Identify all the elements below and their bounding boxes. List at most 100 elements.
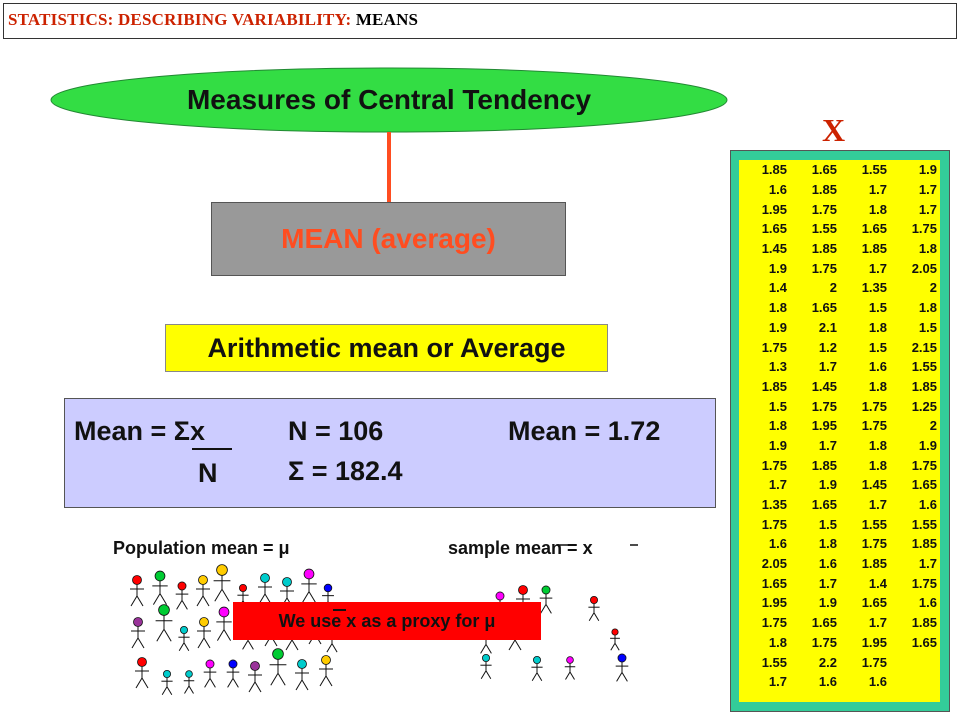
table-cell: 1.95	[761, 595, 787, 611]
table-row: 1.75 1.5 1.55 1.55	[739, 514, 939, 534]
table-cell: 1.5	[768, 398, 787, 414]
table-cell: 1.7	[768, 674, 787, 690]
table-cell: 1.65	[911, 634, 937, 650]
stick-figure	[269, 648, 287, 686]
table-row: 1.9 1.7 1.8 1.9	[739, 436, 939, 456]
table-row: 1.95 1.9 1.65 1.6	[739, 593, 939, 613]
table-cell: 1.6	[768, 182, 787, 198]
table-row: 1.85 1.45 1.8 1.85	[739, 377, 939, 397]
table-row: 1.75 1.85 1.8 1.75	[739, 455, 939, 475]
data-table: 1.85 1.65 1.55 1.9 1.6 1.85 1.7 1.7 1.95 1.75 1.8 1…	[739, 160, 939, 692]
table-row: 1.65 1.55 1.65 1.75	[739, 219, 939, 239]
table-cell: 1.8	[868, 457, 887, 473]
table-cell: 1.85	[911, 378, 937, 394]
table-cell: 1.6	[918, 595, 937, 611]
stick-figure	[130, 575, 144, 607]
table-row: 1.45 1.85 1.85 1.8	[739, 239, 939, 259]
table-cell: 1.85	[861, 241, 887, 257]
table-row: 1.6 1.8 1.75 1.85	[739, 534, 939, 554]
table-cell: 1.8	[768, 418, 787, 434]
table-cell: 1.65	[811, 300, 837, 316]
table-row: 1.95 1.75 1.8 1.7	[739, 199, 939, 219]
table-cell: 1.8	[918, 241, 937, 257]
table-cell: 1.65	[761, 221, 787, 237]
table-cell: 1.85	[861, 556, 887, 572]
table-cell: 1.7	[918, 556, 937, 572]
table-cell: 2.05	[761, 556, 787, 572]
table-cell: 1.7	[918, 201, 937, 217]
table-cell: 1.65	[761, 575, 787, 591]
table-cell: 1.5	[868, 339, 887, 355]
table-cell: 1.65	[911, 477, 937, 493]
table-cell: 1.65	[811, 162, 837, 178]
table-cell: 1.55	[811, 221, 837, 237]
table-cell: 1.95	[861, 634, 887, 650]
table-cell: 1.75	[911, 575, 937, 591]
stick-figure	[135, 657, 149, 689]
table-cell: 1.75	[761, 457, 787, 473]
population-mean-label: Population mean = μ	[113, 538, 290, 558]
stick-figure	[531, 656, 543, 682]
table-cell: 1.4	[868, 575, 887, 591]
table-row: 1.75 1.2 1.5 2.15	[739, 337, 939, 357]
table-cell: 1.65	[861, 221, 887, 237]
arithmetic-mean-label: Arithmetic mean or Average	[207, 332, 566, 363]
table-cell: 1.2	[818, 339, 837, 355]
table-cell: 2.05	[911, 260, 937, 276]
stick-figure	[197, 617, 211, 649]
stick-figure	[588, 596, 600, 622]
table-cell: 1.9	[768, 319, 787, 335]
table-cell: 1.9	[818, 595, 837, 611]
table-cell: 1.8	[868, 319, 887, 335]
table-row: 1.6 1.85 1.7 1.7	[739, 180, 939, 200]
table-row: 1.9 2.1 1.8 1.5	[739, 318, 939, 338]
table-cell: 1.6	[868, 674, 887, 690]
stick-figure	[203, 659, 217, 688]
stick-figure	[226, 659, 240, 688]
sigma-value: Σ = 182.4	[288, 456, 403, 486]
stick-figure	[295, 659, 309, 691]
table-cell: 1.9	[918, 162, 937, 178]
table-cell: 1.45	[811, 378, 837, 394]
table-cell: 2	[929, 418, 937, 434]
table-cell: 1.9	[818, 477, 837, 493]
table-cell: 1.55	[861, 162, 887, 178]
table-cell: 1.65	[811, 615, 837, 631]
stick-figure	[216, 606, 232, 641]
table-cell: 1.95	[761, 201, 787, 217]
stick-figure	[161, 670, 173, 696]
table-cell: 1.45	[761, 241, 787, 257]
table-cell: 1.85	[811, 241, 837, 257]
table-cell: 1.7	[868, 615, 887, 631]
table-cell: 1.5	[868, 300, 887, 316]
table-cell: 1.8	[868, 378, 887, 394]
stick-figure	[248, 661, 262, 693]
mean-formula: Mean = Σx	[74, 416, 205, 447]
table-cell: 2.1	[818, 319, 837, 335]
table-row: 1.7 1.9 1.45 1.65	[739, 475, 939, 495]
table-cell: 1.7	[818, 575, 837, 591]
table-cell: 1.6	[918, 497, 937, 513]
table-cell: 1.7	[868, 182, 887, 198]
table-cell: 1.55	[861, 516, 887, 532]
table-row: 1.7 1.6 1.6	[739, 672, 939, 692]
table-cell: 1.85	[811, 182, 837, 198]
table-cell: 1.35	[861, 280, 887, 296]
table-cell: 1.75	[761, 615, 787, 631]
table-cell: 1.3	[768, 359, 787, 375]
table-cell: 1.75	[761, 516, 787, 532]
table-row: 1.65 1.7 1.4 1.75	[739, 573, 939, 593]
table-cell: 1.75	[861, 398, 887, 414]
proxy-label: We use x as a proxy for μ	[278, 610, 496, 631]
arithmetic-mean-box: Arithmetic mean or Average	[165, 324, 608, 372]
table-cell: 1.75	[861, 654, 887, 670]
table-cell: 1.85	[761, 378, 787, 394]
table-row: 1.3 1.7 1.6 1.55	[739, 357, 939, 377]
table-cell: 1.7	[818, 359, 837, 375]
table-cell: 1.8	[768, 300, 787, 316]
table-cell: 1.4	[768, 280, 787, 296]
table-cell: 1.95	[811, 418, 837, 434]
table-cell	[889, 672, 939, 692]
table-cell: 1.65	[811, 497, 837, 513]
table-row: 1.75 1.65 1.7 1.85	[739, 613, 939, 633]
